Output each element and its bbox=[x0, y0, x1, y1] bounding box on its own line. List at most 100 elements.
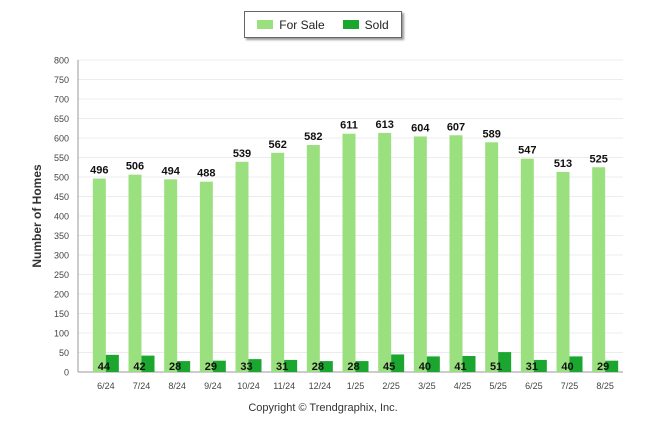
bar-sold bbox=[462, 356, 476, 372]
data-label-sold: 28 bbox=[347, 361, 359, 373]
x-tick-label: 3/25 bbox=[418, 381, 436, 391]
data-label-for-sale: 582 bbox=[304, 131, 322, 143]
data-label-sold: 31 bbox=[276, 361, 288, 373]
y-tick-label: 100 bbox=[54, 329, 69, 339]
data-label-for-sale: 525 bbox=[589, 153, 607, 165]
y-tick-label: 0 bbox=[64, 368, 69, 378]
y-tick-label: 500 bbox=[54, 173, 69, 183]
bar-for-sale bbox=[449, 135, 463, 372]
data-label-sold: 29 bbox=[597, 361, 609, 373]
data-label-for-sale: 494 bbox=[161, 165, 180, 177]
data-label-for-sale: 488 bbox=[197, 168, 215, 180]
x-tick-label: 4/25 bbox=[454, 381, 472, 391]
bar-for-sale bbox=[413, 136, 427, 372]
bar-sold bbox=[498, 352, 512, 372]
y-tick-label: 300 bbox=[54, 251, 69, 261]
data-label-sold: 42 bbox=[133, 361, 145, 373]
bar-for-sale bbox=[235, 161, 249, 372]
x-tick-label: 12/24 bbox=[309, 381, 332, 391]
x-tick-label: 7/25 bbox=[561, 381, 579, 391]
legend-item-for-sale: For Sale bbox=[257, 17, 325, 32]
y-tick-label: 50 bbox=[59, 348, 69, 358]
x-tick-label: 10/24 bbox=[237, 381, 260, 391]
x-tick-label: 1/25 bbox=[347, 381, 365, 391]
bar-for-sale bbox=[164, 179, 178, 372]
x-tick-label: 2/25 bbox=[382, 381, 400, 391]
bar-sold bbox=[569, 356, 583, 372]
bar-for-sale bbox=[520, 158, 534, 372]
data-label-sold: 28 bbox=[312, 361, 324, 373]
data-label-sold: 31 bbox=[526, 361, 538, 373]
x-tick-label: 9/24 bbox=[204, 381, 222, 391]
y-tick-label: 150 bbox=[54, 309, 69, 319]
bar-sold bbox=[284, 359, 298, 372]
y-tick-label: 200 bbox=[54, 290, 69, 300]
bar-sold bbox=[141, 355, 155, 372]
y-tick-label: 450 bbox=[54, 192, 69, 202]
x-tick-label: 6/24 bbox=[97, 381, 115, 391]
data-label-for-sale: 607 bbox=[447, 121, 465, 133]
data-label-for-sale: 539 bbox=[233, 148, 251, 160]
data-label-sold: 33 bbox=[240, 361, 252, 373]
legend-label-for-sale: For Sale bbox=[279, 17, 325, 32]
data-label-for-sale: 547 bbox=[518, 145, 536, 157]
legend-item-sold: Sold bbox=[342, 17, 389, 32]
data-label-sold: 40 bbox=[561, 361, 573, 373]
bar-for-sale bbox=[306, 145, 320, 372]
data-label-for-sale: 513 bbox=[554, 158, 572, 170]
x-tick-label: 7/24 bbox=[133, 381, 151, 391]
data-label-for-sale: 604 bbox=[411, 122, 430, 134]
bar-for-sale bbox=[271, 152, 285, 372]
y-tick-label: 250 bbox=[54, 270, 69, 280]
x-tick-label: 6/25 bbox=[525, 381, 543, 391]
data-label-sold: 44 bbox=[98, 361, 111, 373]
data-label-sold: 41 bbox=[454, 361, 466, 373]
bar-sold bbox=[319, 361, 333, 372]
x-tick-label: 8/24 bbox=[168, 381, 186, 391]
bar-for-sale bbox=[485, 142, 499, 372]
data-label-sold: 40 bbox=[419, 361, 431, 373]
y-tick-label: 750 bbox=[54, 75, 69, 85]
data-label-for-sale: 496 bbox=[90, 165, 108, 177]
bar-for-sale bbox=[92, 178, 106, 372]
data-label-for-sale: 562 bbox=[268, 139, 286, 151]
legend-swatch-sold bbox=[342, 20, 359, 29]
x-tick-label: 5/25 bbox=[489, 381, 507, 391]
data-label-sold: 51 bbox=[490, 361, 502, 373]
bar-sold bbox=[105, 354, 119, 372]
chart-legend: For Sale Sold bbox=[244, 11, 402, 38]
data-label-for-sale: 589 bbox=[482, 128, 500, 140]
legend-label-sold: Sold bbox=[364, 17, 389, 32]
copyright-text: Copyright © Trendgraphix, Inc. bbox=[248, 402, 398, 414]
legend-swatch-for-sale bbox=[257, 20, 274, 29]
bar-sold bbox=[355, 361, 369, 372]
y-tick-label: 600 bbox=[54, 134, 69, 144]
bar-sold bbox=[533, 359, 547, 372]
y-tick-label: 650 bbox=[54, 114, 69, 124]
x-tick-label: 8/25 bbox=[596, 381, 614, 391]
data-label-for-sale: 611 bbox=[340, 120, 358, 132]
y-tick-label: 800 bbox=[54, 56, 69, 66]
data-label-for-sale: 506 bbox=[126, 161, 144, 173]
data-label-sold: 45 bbox=[383, 361, 395, 373]
data-label-sold: 28 bbox=[169, 361, 181, 373]
y-tick-label: 400 bbox=[54, 212, 69, 222]
bar-for-sale bbox=[342, 133, 356, 372]
bar-sold bbox=[426, 356, 440, 372]
bar-for-sale bbox=[199, 181, 213, 372]
x-tick-label: 11/24 bbox=[273, 381, 295, 391]
bar-sold bbox=[248, 359, 262, 372]
bar-sold bbox=[212, 360, 226, 372]
data-label-for-sale: 613 bbox=[375, 119, 393, 131]
bar-for-sale bbox=[556, 171, 570, 372]
bar-for-sale bbox=[128, 174, 142, 372]
data-label-sold: 29 bbox=[205, 361, 217, 373]
bar-sold bbox=[605, 360, 619, 372]
bar-sold bbox=[391, 354, 405, 372]
y-tick-label: 700 bbox=[54, 95, 69, 105]
bar-for-sale bbox=[592, 167, 606, 372]
y-tick-label: 550 bbox=[54, 153, 69, 163]
bar-sold bbox=[177, 361, 191, 372]
y-tick-label: 350 bbox=[54, 231, 69, 241]
